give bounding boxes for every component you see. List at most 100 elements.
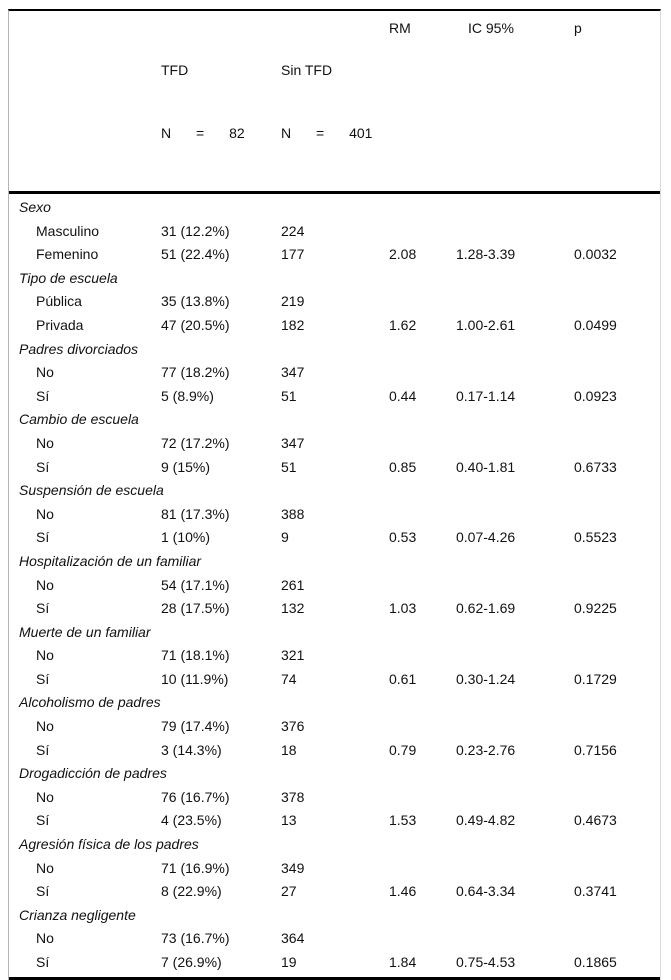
cell-tfd: 77 (18.2%) [161,364,230,381]
category-label: Cambio de escuela [19,411,139,428]
header-ic95: IC 95% [468,20,514,36]
cell-ic95 [456,290,574,314]
row-label: No [36,859,54,876]
cell-p [574,574,660,598]
cell-sin-tfd: 132 [281,600,305,617]
cell-sin-tfd: 27 [281,883,297,900]
row-label: Femenino [36,246,99,263]
row-label: Pública [36,293,82,310]
cell-sin-tfd: 347 [281,364,305,381]
cell-ic95 [456,786,574,810]
cell-p [574,432,660,456]
cell-p: 0.0923 [574,387,617,404]
data-row: No 79 (17.4%) 376 [9,715,660,739]
cell-ic95 [456,927,574,951]
cell-p [574,503,660,527]
cell-p: 0.5523 [574,529,617,546]
cell-ic95: 0.75-4.53 [456,954,516,970]
cell-sin-tfd: 9 [281,529,289,546]
category-label: Agresión física de los padres [19,836,199,853]
data-row: Masculino 31 (12.2%) 224 [9,220,660,244]
category-row: Crianza negligente [9,904,660,928]
row-label: Sí [36,600,50,617]
data-row: No 77 (18.2%) 347 [9,361,660,385]
cell-tfd: 79 (17.4%) [161,718,230,735]
cell-sin-tfd: 347 [281,434,305,451]
row-label: Sí [36,954,50,970]
table-header: TFD N = 82 Sin TFD N = 401 RM IC 95% p [9,11,660,194]
category-label: Drogadicción de padres [19,765,167,782]
cell-p [574,220,660,244]
cell-rm: 1.53 [389,812,417,829]
cell-p [574,290,660,314]
cell-ic95: 0.17-1.14 [456,387,516,404]
cell-tfd: 71 (16.9%) [161,859,230,876]
row-label: No [36,647,54,664]
cell-p: 0.7156 [574,741,617,758]
row-label: No [36,788,54,805]
category-label: Muerte de un familiar [19,623,151,640]
cell-ic95 [456,857,574,881]
data-row: No 72 (17.2%) 347 [9,432,660,456]
category-label: Hospitalización de un familiar [19,552,202,569]
cell-sin-tfd: 182 [281,316,305,333]
data-row: No 71 (16.9%) 349 [9,857,660,881]
cell-sin-tfd: 378 [281,788,305,805]
category-label: Padres divorciados [19,340,139,357]
category-row: Suspensión de escuela [9,479,660,503]
cell-sin-tfd: 219 [281,293,305,310]
data-row: Sí 8 (22.9%) 27 1.46 0.64-3.34 0.3741 [9,880,660,904]
cell-p: 0.9225 [574,600,617,617]
header-sin-tfd-n: N = 401 [281,125,373,141]
cell-rm [389,786,456,810]
cell-ic95 [456,644,574,668]
cell-tfd: 47 (20.5%) [161,316,230,333]
cell-rm [389,644,456,668]
cell-sin-tfd: 261 [281,576,305,593]
cell-rm: 0.79 [389,741,417,758]
cell-rm: 0.85 [389,458,417,475]
header-rm: RM [389,20,411,36]
row-label: Sí [36,812,50,829]
header-sin-tfd: Sin TFD N = 401 [281,18,389,186]
cell-tfd: 54 (17.1%) [161,576,230,593]
cell-ic95 [456,503,574,527]
cell-rm [389,432,456,456]
data-row: Sí 5 (8.9%) 51 0.44 0.17-1.14 0.0923 [9,385,660,409]
cell-sin-tfd: 321 [281,647,305,664]
data-row: Sí 4 (23.5%) 13 1.53 0.49-4.82 0.4673 [9,809,660,833]
cell-ic95: 0.62-1.69 [456,600,516,617]
cell-p: 0.3741 [574,883,617,900]
cell-tfd: 76 (16.7%) [161,788,230,805]
cell-rm [389,715,456,739]
category-label: Crianza negligente [19,906,136,923]
category-row: Cambio de escuela [9,408,660,432]
cell-ic95: 0.30-1.24 [456,670,516,687]
row-label: No [36,718,54,735]
cell-sin-tfd: 13 [281,812,297,829]
cell-rm [389,361,456,385]
header-tfd-n: N = 82 [161,125,245,141]
category-row: Drogadicción de padres [9,762,660,786]
cell-tfd: 73 (16.7%) [161,930,230,947]
cell-rm: 0.44 [389,387,417,404]
cell-rm [389,290,456,314]
category-row: Tipo de escuela [9,267,660,291]
statistics-table: TFD N = 82 Sin TFD N = 401 RM IC 95% p S… [8,9,661,980]
data-row: No 73 (16.7%) 364 [9,927,660,951]
cell-sin-tfd: 349 [281,859,305,876]
row-label: No [36,505,54,522]
cell-sin-tfd: 388 [281,505,305,522]
header-p: p [574,20,582,36]
cell-tfd: 10 (11.9%) [161,670,229,687]
cell-tfd: 81 (17.3%) [161,505,230,522]
category-row: Agresión física de los padres [9,833,660,857]
category-label: Tipo de escuela [19,269,118,286]
category-row: Muerte de un familiar [9,621,660,645]
cell-tfd: 3 (14.3%) [161,741,222,758]
cell-rm: 1.84 [389,954,417,970]
cell-p: 0.6733 [574,458,617,475]
cell-rm: 1.62 [389,316,417,333]
cell-tfd: 51 (22.4%) [161,246,230,263]
row-label: Sí [36,883,50,900]
